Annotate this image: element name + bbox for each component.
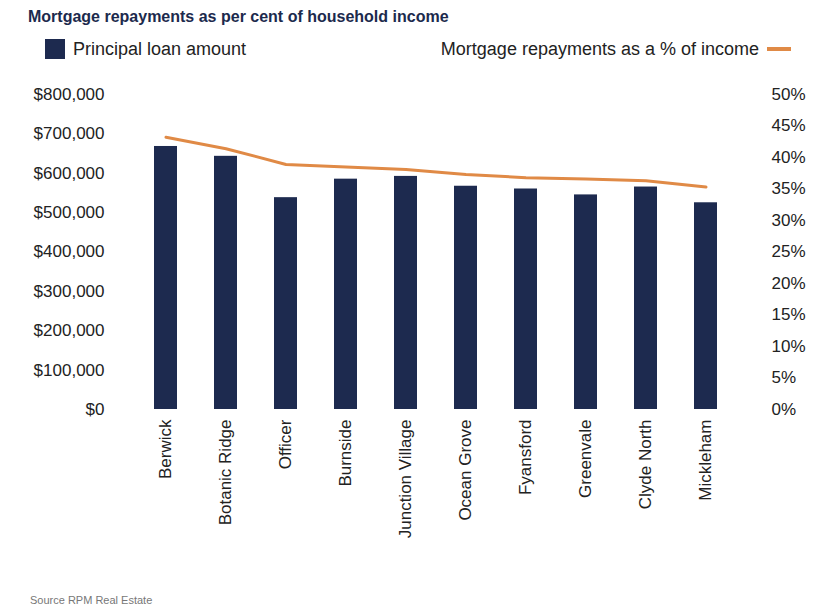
svg-text:45%: 45%: [772, 116, 806, 135]
svg-text:Berwick: Berwick: [156, 419, 175, 479]
html-text:Principal loan amount: Principal loan amount: [73, 38, 247, 59]
svg-text:15%: 15%: [772, 305, 806, 324]
svg-text:25%: 25%: [772, 242, 806, 261]
svg-text:30%: 30%: [772, 211, 806, 230]
svg-text:Clyde North: Clyde North: [636, 420, 655, 510]
svg-text:20%: 20%: [772, 274, 806, 293]
svg-text:$100,000: $100,000: [34, 361, 105, 380]
svg-text:$400,000: $400,000: [34, 242, 105, 261]
svg-text:Burnside: Burnside: [336, 420, 355, 487]
svg-text:$0: $0: [86, 400, 105, 419]
html-text:Source RPM Real Estate: Source RPM Real Estate: [30, 594, 153, 606]
svg-text:0%: 0%: [772, 400, 797, 419]
svg-text:Mickleham: Mickleham: [696, 420, 715, 501]
html-text:Mortgage repayments as a % of: Mortgage repayments as a % of income: [440, 38, 759, 59]
svg-text:10%: 10%: [772, 337, 806, 356]
html-text:Mortgage repayments as per cen: Mortgage repayments as per cent of house…: [28, 8, 449, 25]
svg-text:Greenvale: Greenvale: [576, 420, 595, 498]
svg-text:$200,000: $200,000: [34, 321, 105, 340]
svg-text:Junction Village: Junction Village: [396, 420, 415, 539]
svg-text:Officer: Officer: [276, 419, 295, 469]
svg-text:$700,000: $700,000: [34, 124, 105, 143]
svg-text:40%: 40%: [772, 148, 806, 167]
svg-text:50%: 50%: [772, 85, 806, 104]
svg-text:$800,000: $800,000: [34, 85, 105, 104]
svg-text:$600,000: $600,000: [34, 164, 105, 183]
svg-text:Botanic Ridge: Botanic Ridge: [216, 420, 235, 526]
svg-text:$300,000: $300,000: [34, 282, 105, 301]
svg-text:Fyansford: Fyansford: [516, 420, 535, 496]
svg-text:5%: 5%: [772, 368, 797, 387]
svg-text:$500,000: $500,000: [34, 203, 105, 222]
svg-text:Ocean Grove: Ocean Grove: [456, 420, 475, 521]
svg-text:35%: 35%: [772, 179, 806, 198]
